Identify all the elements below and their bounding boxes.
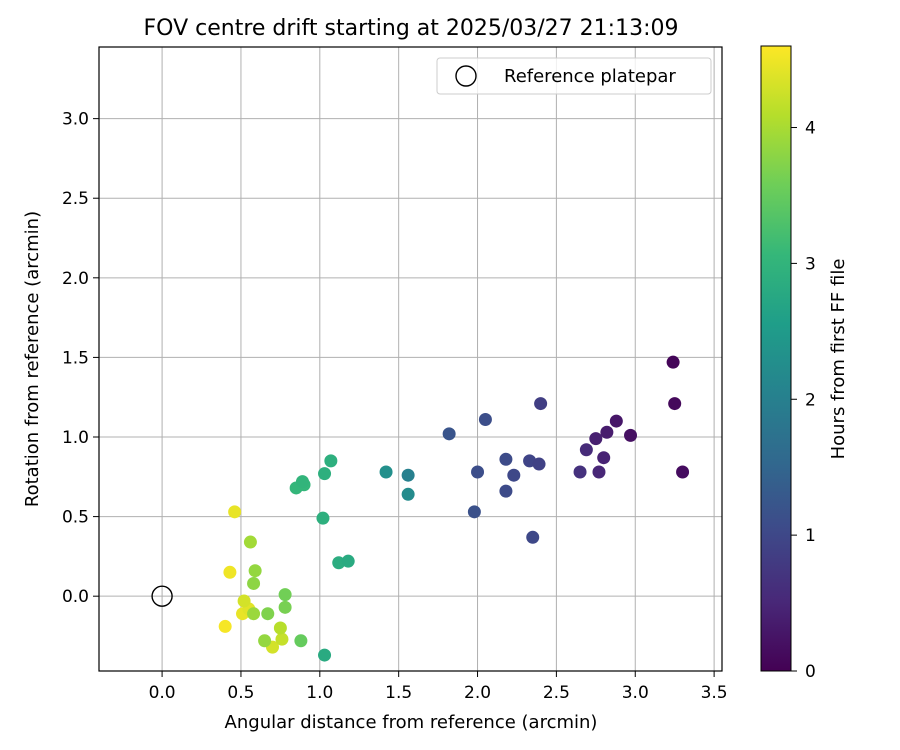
y-tick-label: 0.5	[62, 508, 89, 528]
y-tick-label: 0.0	[62, 587, 89, 607]
data-point	[534, 397, 548, 411]
data-point	[318, 467, 332, 481]
data-point	[341, 554, 355, 568]
data-point	[401, 487, 415, 501]
colorbar-tick-label: 3	[805, 254, 816, 274]
y-tick-label: 1.5	[62, 348, 89, 368]
colorbar-tick-label: 0	[805, 662, 816, 682]
data-point	[273, 621, 287, 635]
data-point	[507, 468, 521, 482]
data-point	[609, 414, 623, 428]
plot-area-frame	[98, 46, 723, 672]
colorbar-label: Hours from first FF file	[828, 259, 849, 460]
data-point	[401, 468, 415, 482]
x-tick-label: 3.5	[701, 683, 728, 703]
reference-marker-group	[151, 585, 173, 607]
legend: Reference platepar	[436, 57, 712, 95]
data-point	[247, 576, 261, 590]
data-point	[294, 634, 308, 648]
x-axis-ticks: 0.0 0.5 1.0 1.5 2.0 2.5 3.0 3.5	[149, 671, 728, 703]
legend-open-circle-marker	[455, 65, 477, 87]
data-point	[237, 594, 251, 608]
data-point	[573, 465, 587, 479]
data-point	[597, 451, 611, 465]
data-point	[223, 565, 237, 579]
data-point	[579, 443, 593, 457]
legend-box	[436, 57, 712, 95]
data-point	[258, 634, 272, 648]
data-point	[218, 619, 232, 633]
data-point	[467, 505, 481, 519]
x-tick-label: 1.5	[385, 683, 412, 703]
data-point	[295, 475, 309, 489]
data-point	[316, 511, 330, 525]
data-point	[243, 535, 257, 549]
data-point	[600, 425, 614, 439]
x-tick-label: 0.0	[149, 683, 176, 703]
data-point	[589, 432, 603, 446]
x-tick-label: 1.0	[306, 683, 333, 703]
data-point	[442, 427, 456, 441]
data-point	[278, 600, 292, 614]
colorbar-tick-label: 2	[805, 390, 816, 410]
data-point	[478, 412, 492, 426]
data-point	[592, 465, 606, 479]
y-tick-label: 1.0	[62, 428, 89, 448]
data-point	[324, 454, 338, 468]
colorbar: 0 1 2 3 4 Hours from first FF file	[760, 45, 849, 682]
colorbar-gradient	[760, 45, 792, 672]
colorbar-tick-label: 4	[805, 119, 816, 139]
data-point	[261, 607, 275, 621]
colorbar-tick-label: 1	[805, 526, 816, 546]
data-point	[275, 632, 289, 646]
colorbar-ticks: 0 1 2 3 4	[791, 119, 816, 682]
chart-title: FOV centre drift starting at 2025/03/27 …	[144, 16, 679, 41]
data-point	[278, 588, 292, 602]
x-tick-label: 0.5	[227, 683, 254, 703]
y-tick-label: 3.0	[62, 110, 89, 130]
data-point	[379, 465, 393, 479]
data-point	[676, 465, 690, 479]
data-points	[218, 355, 690, 662]
x-tick-label: 2.0	[464, 683, 491, 703]
data-point	[228, 505, 242, 519]
data-point	[666, 355, 680, 369]
y-tick-label: 2.5	[62, 189, 89, 209]
x-tick-label: 2.5	[543, 683, 570, 703]
grid	[99, 47, 722, 671]
data-point	[499, 452, 513, 466]
data-point	[499, 484, 513, 498]
data-point	[668, 397, 682, 411]
y-tick-label: 2.0	[62, 269, 89, 289]
legend-entry-label: Reference platepar	[504, 66, 676, 87]
reference-platepar-marker	[151, 585, 173, 607]
data-point	[624, 428, 638, 442]
data-point	[471, 465, 485, 479]
x-axis-label: Angular distance from reference (arcmin)	[225, 712, 598, 733]
data-point	[248, 564, 262, 578]
x-tick-label: 3.0	[622, 683, 649, 703]
data-point	[526, 530, 540, 544]
y-axis-label: Rotation from reference (arcmin)	[22, 211, 43, 507]
data-point	[318, 648, 332, 662]
data-point	[532, 457, 546, 471]
y-axis-ticks: 0.0 0.5 1.0 1.5 2.0 2.5 3.0	[62, 110, 99, 607]
data-point	[247, 607, 261, 621]
